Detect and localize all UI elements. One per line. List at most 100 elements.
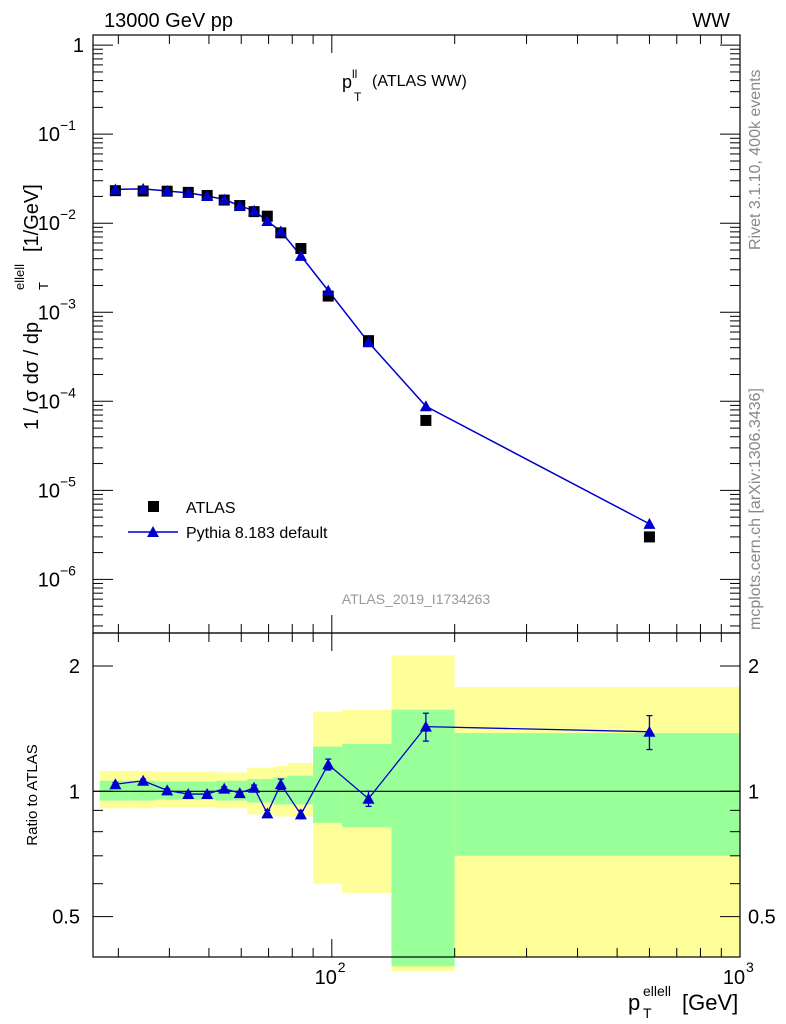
mc-point (294, 249, 307, 261)
x-axis: 10 2 10 3 (117, 35, 754, 989)
x-label-sup: ellell (643, 983, 671, 999)
mc-point (137, 182, 150, 194)
x-label-unit: [GeV] (682, 990, 738, 1015)
ratio-point (419, 720, 432, 732)
mc-point (201, 190, 214, 202)
mc-point (248, 204, 261, 216)
main-panel (92, 34, 741, 634)
ratio-y-tick-label-right: 1 (748, 781, 759, 803)
main-y-tick-label: 1 (73, 35, 84, 57)
ratio-point (182, 788, 195, 800)
main-y-tick-exponent: −2 (60, 206, 76, 222)
main-y-tick-label: 10 (38, 480, 60, 502)
ratio-points (109, 712, 656, 820)
data-point (643, 531, 655, 543)
plot-title-main: p (342, 72, 352, 92)
main-y-label-sub: T (36, 282, 51, 290)
ratio-point (261, 807, 274, 819)
main-y-label-unit: [1/GeV] (21, 184, 43, 252)
ratio-point (201, 788, 214, 800)
data-points (109, 185, 655, 543)
main-y-tick-label: 10 (38, 213, 60, 235)
analysis-id-label: ATLAS_2019_I1734263 (342, 591, 491, 607)
ratio-y-tick-label-right: 2 (748, 656, 759, 678)
ratio-point (643, 725, 656, 737)
ratio-point (218, 782, 231, 794)
x-tick-exponent: 2 (338, 959, 346, 975)
mc-point (362, 336, 375, 348)
ratio-point (109, 778, 122, 790)
process-label: WW (692, 10, 730, 32)
legend-atlas-label: ATLAS (186, 500, 236, 517)
legend-mc-label: Pythia 8.183 default (186, 525, 328, 542)
main-y-tick-exponent: −6 (60, 562, 76, 578)
ratio-y-axis: 0.5 0.5 1 1 2 2 (52, 656, 776, 958)
mc-point (274, 225, 287, 237)
mcplots-credit-label: mcplots.cern.ch [arXiv:1306.3436] (747, 388, 764, 630)
green-band-12 (342, 743, 392, 828)
mc-point (643, 517, 656, 529)
ratio-point (294, 808, 307, 820)
ratio-frame (92, 632, 741, 958)
main-y-tick-exponent: −5 (60, 473, 76, 489)
mc-points (109, 182, 656, 529)
mc-point (109, 183, 122, 195)
main-y-tick-exponent: −1 (60, 117, 76, 133)
main-y-label-lead: 1 / σ dσ / dp (21, 322, 43, 430)
data-point (295, 243, 307, 255)
main-y-tick-exponent: −3 (60, 295, 76, 311)
ratio-point (248, 781, 261, 793)
plot-title-sub: T (354, 90, 362, 104)
ratio-y-axis-label: Ratio to ATLAS (24, 744, 41, 845)
plot-title-suffix: (ATLAS WW) (372, 73, 467, 90)
mc-point (182, 186, 195, 198)
x-tick-label: 10 (723, 967, 745, 989)
mc-line (115, 188, 650, 525)
ratio-y-tick-label: 2 (69, 656, 80, 678)
plot-title: p ll T (ATLAS WW) (342, 67, 467, 104)
mc-point (419, 400, 432, 412)
mc-point (322, 284, 335, 296)
legend-mc-marker (147, 526, 159, 537)
data-point (420, 414, 432, 426)
ratio-point (322, 758, 335, 770)
main-y-tick-label: 10 (38, 302, 60, 324)
plot-title-sup: ll (352, 67, 357, 81)
energy-label: 13000 GeV pp (104, 10, 233, 32)
x-tick-exponent: 3 (746, 959, 754, 975)
mc-point (161, 185, 174, 197)
main-frame (92, 34, 741, 634)
main-y-tick-label: 10 (38, 124, 60, 146)
x-label-main: p (628, 990, 640, 1015)
mc-point (261, 214, 274, 226)
mc-point (218, 193, 231, 205)
ratio-point (362, 792, 375, 804)
rivet-info-label: Rivet 3.1.10, 400k events (747, 69, 764, 250)
ratio-point (233, 787, 246, 799)
green-band-0 (99, 780, 130, 801)
ratio-y-tick-label: 1 (69, 781, 80, 803)
main-y-axis-label: 1 / σ dσ / dp ellell T [1/GeV] (12, 184, 51, 430)
x-axis-label: p ellell T [GeV] (628, 983, 738, 1021)
ratio-y-tick-label-right: 0.5 (748, 907, 776, 929)
main-y-label-sup: ellell (12, 264, 27, 290)
main-y-tick-label: 10 (38, 391, 60, 413)
ratio-point (137, 774, 150, 786)
data-point (322, 290, 334, 302)
main-y-axis: 110−110−210−310−410−510−6 (38, 35, 740, 627)
ratio-panel (92, 632, 741, 958)
green-band-14 (454, 733, 740, 856)
ratio-point (274, 778, 287, 790)
main-y-tick-exponent: −4 (60, 384, 76, 400)
main-y-tick-label: 10 (38, 569, 60, 591)
mc-series-line (115, 188, 650, 525)
ratio-point (161, 784, 174, 796)
uncertainty-bands (99, 655, 740, 972)
green-band-13 (391, 709, 455, 967)
legend-atlas-marker (148, 501, 159, 512)
mc-point (233, 199, 246, 211)
ratio-y-tick-label: 0.5 (52, 907, 80, 929)
x-tick-label: 10 (315, 967, 337, 989)
legend: ATLAS Pythia 8.183 default (128, 500, 328, 542)
